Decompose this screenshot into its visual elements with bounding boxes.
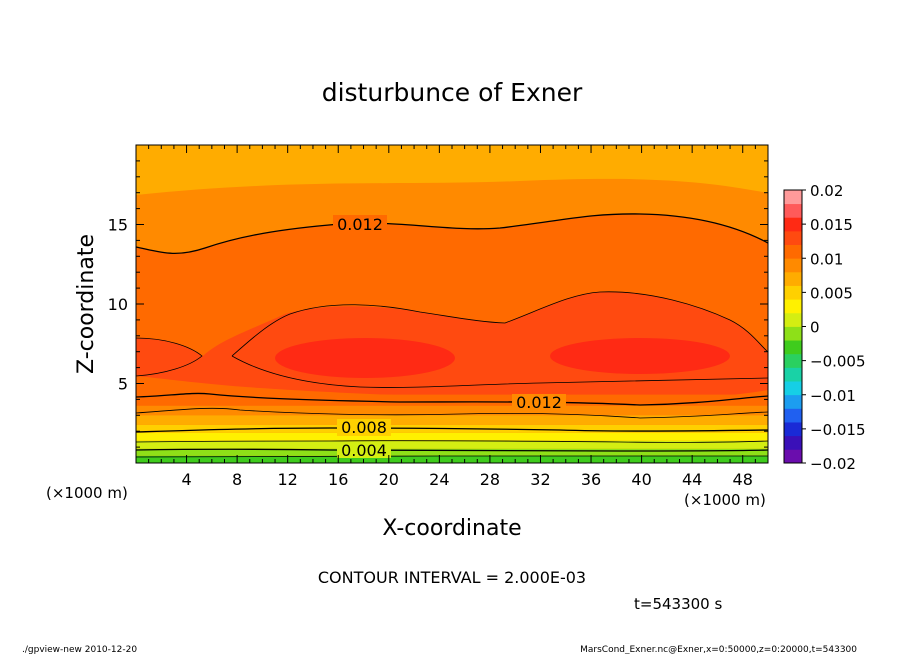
x-axis: 4 8 12 16 20 24 28 32 36 40 44 48 [148, 145, 756, 489]
contour-label: 0.012 [337, 215, 383, 234]
colorbar-swatch [784, 394, 802, 409]
y-unit-label: (×1000 m) [46, 484, 128, 502]
x-tick-label: 24 [429, 470, 449, 489]
x-tick-label: 44 [682, 470, 702, 489]
x-axis-label: X-coordinate [382, 516, 521, 541]
colorbar-swatch [784, 285, 802, 300]
y-axis-label: Z-coordinate [74, 234, 99, 374]
contour-label: 0.004 [341, 441, 387, 460]
colorbar-swatch [784, 244, 802, 259]
contour-label: 0.008 [341, 418, 387, 437]
colorbar-swatch [784, 367, 802, 382]
x-tick-label: 4 [181, 470, 191, 489]
band-layer [136, 432, 768, 441]
contour-line-0.012-lower [136, 392, 768, 406]
contour-label: 0.012 [516, 393, 562, 412]
colorbar-label: 0.01 [810, 250, 843, 268]
contour-labels: 0.012 0.012 0.008 0.004 [333, 215, 566, 460]
colorbar-label: 0 [810, 319, 820, 337]
x-tick-label: 32 [530, 470, 550, 489]
time-text: t=543300 s [634, 595, 722, 613]
band-layer [136, 440, 768, 449]
x-tick-label: 48 [733, 470, 753, 489]
colorbar-swatch [784, 258, 802, 273]
colorbar-swatch [784, 381, 802, 396]
y-axis: 5 10 15 [108, 160, 768, 448]
band-layer [136, 415, 768, 425]
band-layer [136, 405, 768, 416]
contour-line-0.006 [136, 440, 768, 443]
colorbar-swatch [784, 326, 802, 341]
contour-plot-area [136, 145, 768, 463]
chart-title: disturbunce of Exner [322, 78, 583, 107]
colorbar-swatch [784, 230, 802, 245]
y-tick-label: 15 [108, 216, 128, 235]
colorbar-swatch [784, 340, 802, 355]
x-tick-label: 8 [232, 470, 242, 489]
y-tick-label: 5 [118, 375, 128, 394]
colorbar-label: −0.01 [810, 387, 856, 405]
contour-lines [136, 213, 768, 458]
x-tick-label: 16 [328, 470, 348, 489]
colorbar-swatch [784, 449, 802, 464]
colorbar-swatch [784, 203, 802, 218]
contour-line-0.014-lower [231, 355, 768, 388]
upper-band-top [136, 145, 768, 160]
band-layer [136, 448, 768, 456]
contour-line-0.008 [136, 427, 768, 433]
core-max-2 [550, 338, 730, 374]
band-layer [136, 394, 768, 406]
colorbar-swatch [784, 190, 802, 205]
y-tick-label: 10 [108, 295, 128, 314]
contour-interval-text: CONTOUR INTERVAL = 2.000E-03 [318, 568, 586, 587]
colorbar-swatch [784, 353, 802, 368]
footer-left: ./gpview-new 2010-12-20 [22, 645, 137, 654]
x-tick-label: 20 [379, 470, 399, 489]
contour-line-0.010 [136, 407, 768, 419]
colorbar-swatch [784, 271, 802, 286]
colorbar-swatch [784, 408, 802, 423]
colorbar-swatch [784, 422, 802, 437]
colorbar-swatch [784, 217, 802, 232]
x-tick-label: 36 [581, 470, 601, 489]
contour-line-0.004 [136, 448, 768, 452]
contour-line-0.014-main [231, 291, 768, 357]
colorbar: 0.02 0.015 0.01 0.005 0 −0.005 −0.01 −0.015 −0.0… [783, 182, 866, 473]
colorbar-label: 0.015 [810, 216, 853, 234]
x-unit-label: (×1000 m) [684, 491, 766, 509]
colorbar-swatch [784, 435, 802, 450]
x-tick-label: 28 [480, 470, 500, 489]
colorbar-label: −0.015 [810, 421, 866, 439]
colorbar-label: −0.005 [810, 353, 866, 371]
x-tick-label: 12 [278, 470, 298, 489]
footer-right: MarsCond_Exner.nc@Exner,x=0:50000,z=0:20… [580, 645, 857, 654]
colorbar-label: 0.005 [810, 284, 853, 302]
colorbar-swatch [784, 299, 802, 314]
upper-band-orange [136, 145, 768, 195]
colorbar-swatch [784, 312, 802, 327]
colorbar-label: −0.02 [810, 455, 856, 473]
left-lobe [136, 338, 202, 376]
core-max [275, 338, 455, 378]
contour-line-0.014 [136, 337, 203, 377]
x-tick-label: 40 [631, 470, 651, 489]
colorbar-label: 0.02 [810, 182, 843, 200]
contour-line-0.012-upper [136, 213, 768, 254]
